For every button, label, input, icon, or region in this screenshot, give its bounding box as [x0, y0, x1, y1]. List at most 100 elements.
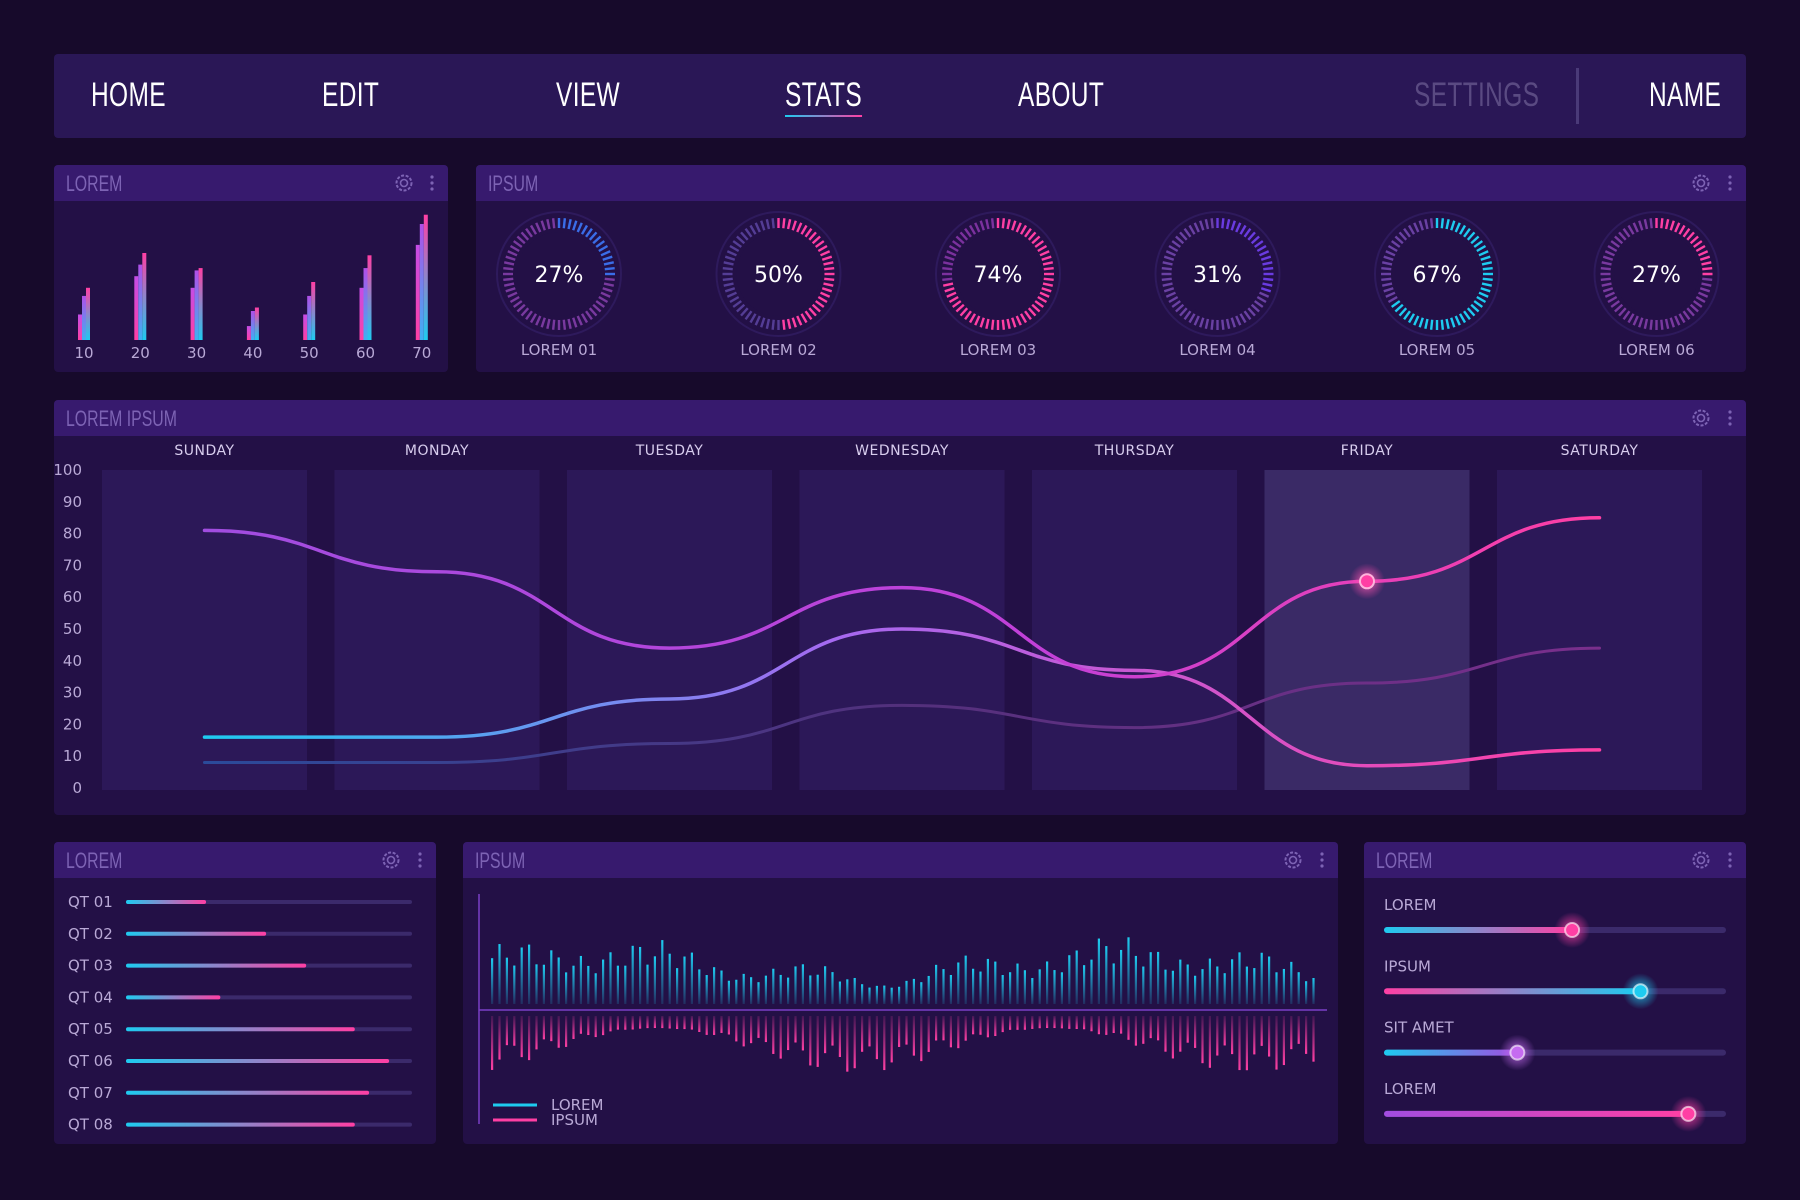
wave-bar-down — [683, 1016, 686, 1030]
gauge-tick — [811, 235, 821, 245]
wave-bar-up — [1009, 972, 1012, 1004]
day-label: SUNDAY — [174, 443, 234, 459]
wave-bar-down — [861, 1016, 864, 1052]
gear-icon[interactable] — [380, 849, 402, 871]
gear-icon[interactable] — [1282, 849, 1304, 871]
gauge-tick — [1235, 222, 1242, 233]
wave-bar-down — [1009, 1016, 1012, 1030]
gauge-tick — [503, 266, 514, 271]
wave-bar-up — [735, 979, 738, 1004]
data-marker[interactable] — [1359, 573, 1375, 590]
gauge-tick — [1682, 310, 1691, 321]
gauges-panel: IPSUM 27% LOREM 01 50% LOREM 02 74% LOREM 03 3… — [476, 165, 1746, 372]
more-vertical-icon[interactable] — [1727, 173, 1733, 193]
wave-bar-down — [853, 1016, 856, 1069]
wave-bar-up — [587, 965, 590, 1004]
wave-bar-down — [690, 1016, 693, 1030]
wave-bar-up — [883, 985, 886, 1004]
wave-bar-down — [1023, 1016, 1026, 1030]
more-vertical-icon[interactable] — [429, 173, 435, 193]
bar-20-s2 — [138, 264, 143, 340]
wave-bar-up — [1208, 958, 1211, 1004]
gauge-tick — [990, 218, 995, 229]
gauge-tick — [990, 319, 995, 330]
wave-bar-down — [1201, 1016, 1204, 1064]
gauge-tick — [1450, 317, 1456, 328]
gauge-tick — [1664, 218, 1670, 230]
gauge-tick — [1424, 318, 1429, 330]
gear-icon[interactable] — [1690, 849, 1712, 871]
more-vertical-icon[interactable] — [1727, 408, 1733, 428]
gear-icon[interactable] — [1690, 407, 1712, 429]
gauge-tick — [1199, 220, 1205, 231]
wave-bar-up — [1068, 955, 1071, 1004]
day-label: WEDNESDAY — [855, 443, 949, 459]
wave-bar-down — [920, 1016, 923, 1062]
gauge-tick — [824, 277, 835, 282]
bar-50-s1 — [303, 314, 308, 340]
gauge-tick — [1188, 313, 1196, 324]
wave-bar-up — [809, 975, 812, 1004]
slider-label: LOREM — [1384, 1080, 1436, 1098]
gauge-tick — [942, 277, 953, 282]
slider-knob[interactable] — [1564, 922, 1581, 938]
bar-20-s1 — [134, 276, 139, 340]
gauge-value: 67% — [1413, 263, 1462, 288]
more-vertical-icon[interactable] — [417, 850, 423, 870]
gauge-tick — [1168, 295, 1179, 304]
nav-item-stats[interactable]: STATS — [785, 76, 863, 117]
wave-bar-down — [1031, 1016, 1034, 1029]
wave-bar-down — [942, 1016, 945, 1041]
wave-bar-up — [616, 965, 619, 1004]
wave-bar-down — [587, 1016, 590, 1036]
gauge-tick — [1027, 231, 1037, 241]
gauge-tick — [808, 231, 817, 241]
line-chart: SUNDAY MONDAY TUESDAY WEDNESDAY THURSDAY FRID… — [54, 443, 1702, 797]
gauge-tick — [722, 277, 733, 282]
gauge-tick — [604, 266, 615, 271]
gauge-tick — [1482, 277, 1493, 282]
gauge-tick — [1254, 240, 1264, 248]
slider-knob[interactable] — [1680, 1105, 1697, 1122]
gauge-tick — [588, 231, 598, 241]
slider-knob[interactable] — [1509, 1044, 1526, 1061]
progress-label: QT 04 — [68, 988, 113, 1006]
gear-icon[interactable] — [1690, 172, 1712, 194]
progress-fill — [126, 931, 267, 936]
nav-item-edit[interactable]: EDIT — [322, 76, 380, 114]
nav-item-name[interactable]: NAME — [1649, 76, 1722, 114]
gauge-tick — [820, 291, 831, 298]
gauge-tick — [1260, 255, 1272, 261]
more-vertical-icon[interactable] — [1319, 850, 1325, 870]
progress-fill — [126, 1090, 370, 1095]
gauge-tick — [1418, 317, 1424, 328]
gauge-tick — [1260, 287, 1272, 293]
panel-header: LOREM — [54, 165, 448, 201]
wave-bar-up — [1260, 952, 1263, 1004]
gauge-tick — [505, 287, 516, 293]
wave-bar-up — [713, 967, 716, 1004]
y-tick-label: 70 — [63, 556, 82, 574]
gear-icon[interactable] — [393, 172, 415, 194]
wave-bar-down — [1134, 1016, 1137, 1046]
nav-item-settings[interactable]: SETTINGS — [1414, 76, 1540, 114]
nav-item-view[interactable]: VIEW — [556, 76, 621, 114]
wave-bar-down — [1112, 1016, 1115, 1033]
wave-bar-up — [764, 975, 767, 1004]
line-chart-panel: LOREM IPSUM SUNDAY MONDAY TUESDAY WEDNESDAY… — [54, 400, 1746, 815]
slider-knob[interactable] — [1632, 983, 1649, 1000]
gauge-tick — [1440, 319, 1445, 330]
wave-bar-up — [1149, 952, 1152, 1004]
nav-item-home[interactable]: HOME — [91, 76, 166, 114]
wave-bar-down — [1001, 1016, 1004, 1033]
gauge-tick — [771, 218, 775, 229]
gauge-tick — [1610, 300, 1620, 308]
wave-bar-up — [676, 968, 679, 1004]
wave-bar-up — [505, 957, 508, 1004]
wave-bar-down — [542, 1016, 545, 1040]
progress-label: QT 07 — [68, 1084, 113, 1102]
gauge-tick — [729, 244, 740, 253]
gauge-tick — [821, 287, 833, 293]
nav-item-about[interactable]: ABOUT — [1018, 76, 1105, 114]
more-vertical-icon[interactable] — [1727, 850, 1733, 870]
